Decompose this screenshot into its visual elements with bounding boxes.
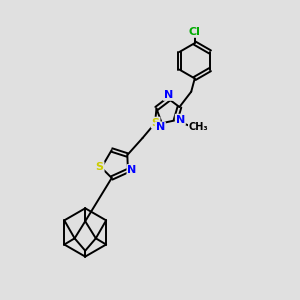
Text: S: S: [152, 118, 160, 128]
Text: N: N: [176, 115, 185, 125]
Text: CH₃: CH₃: [189, 122, 208, 132]
Text: N: N: [156, 122, 165, 132]
Text: Cl: Cl: [189, 27, 201, 37]
Text: S: S: [96, 162, 104, 172]
Text: N: N: [164, 90, 173, 100]
Text: N: N: [128, 165, 137, 175]
